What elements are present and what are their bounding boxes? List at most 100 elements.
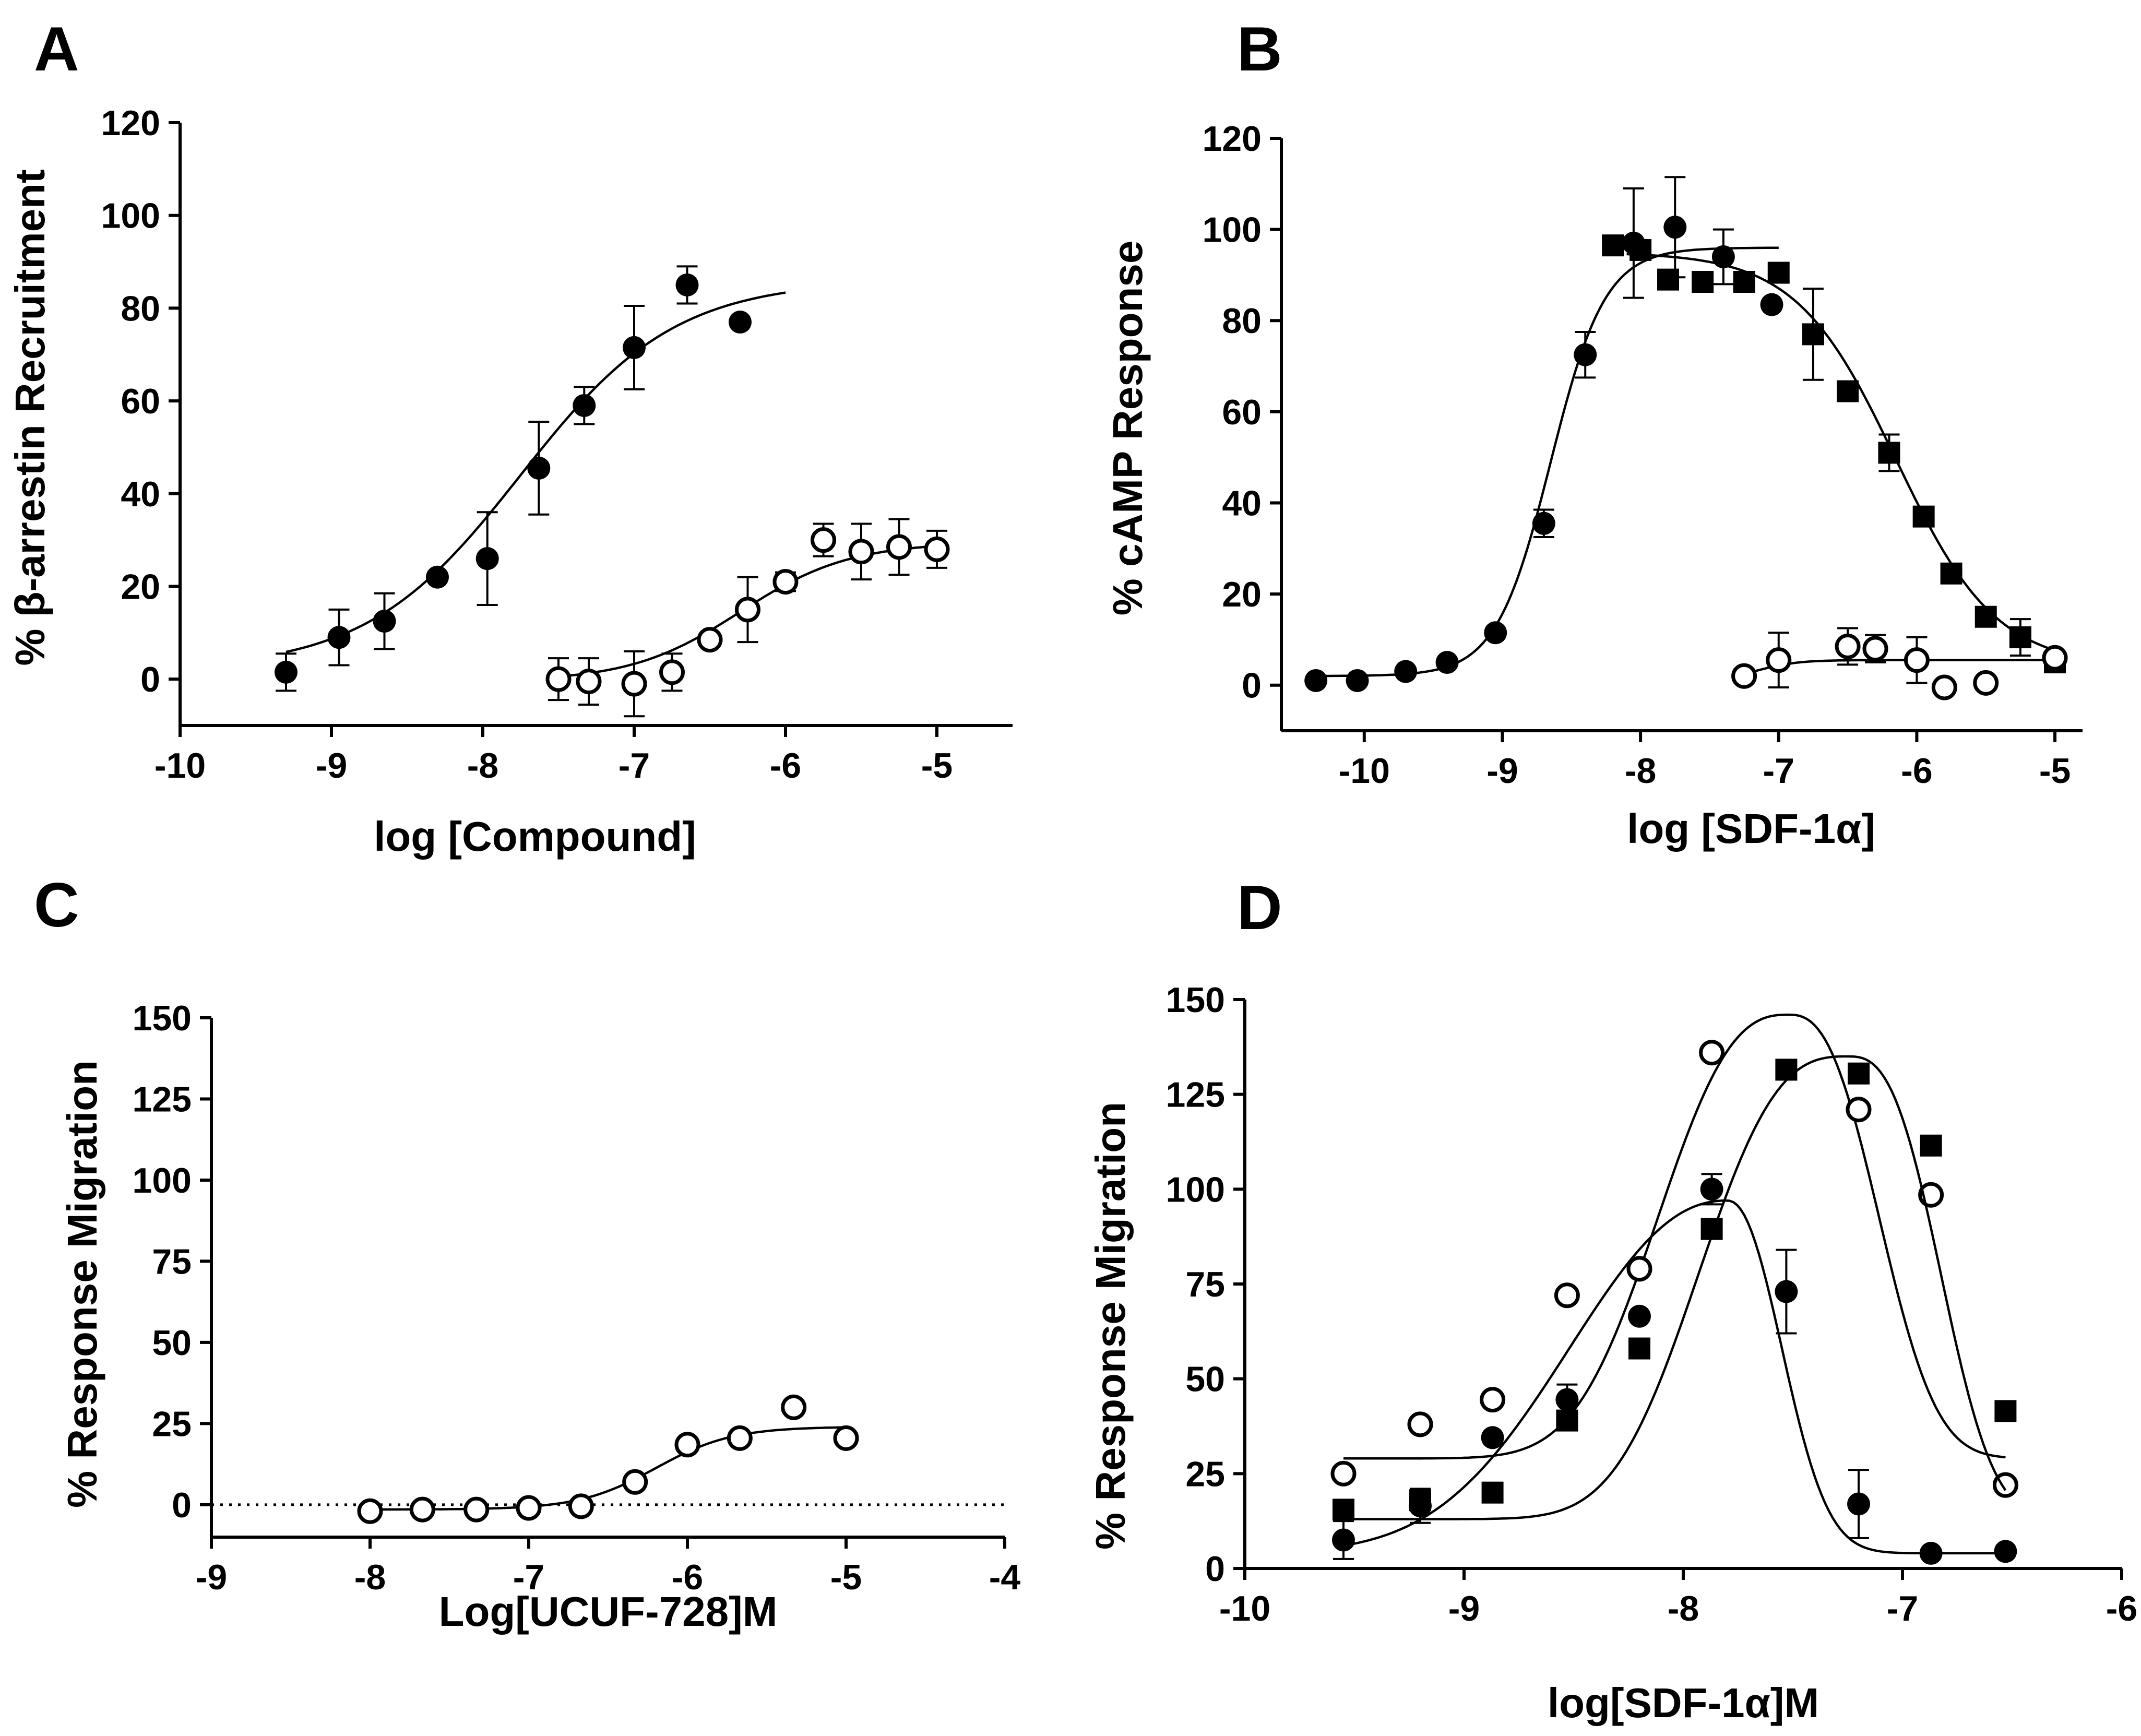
series-open-circles <box>357 1394 859 1524</box>
y-tick-label: 60 <box>121 382 160 421</box>
data-point <box>1394 660 1418 683</box>
series-open-circles <box>545 518 950 718</box>
data-point <box>621 671 647 697</box>
panel-a-letter: A <box>34 14 79 84</box>
data-point <box>463 1496 490 1523</box>
panel-d: D 0 25 50 75 100 125 150 -10 -9 -8 -7 -6 log[SDF-1α… <box>1087 873 2137 1726</box>
data-point <box>1532 512 1555 535</box>
data-point <box>1862 636 1888 662</box>
x-tick-label: -8 <box>467 746 498 786</box>
data-point <box>924 536 950 562</box>
x-tick-label: -10 <box>154 746 206 786</box>
x-tick-label: -6 <box>770 746 801 786</box>
series-filled-circles <box>275 265 786 692</box>
chart-c-y-axis-title: % Response Migration <box>59 1060 105 1508</box>
data-point <box>1837 380 1859 402</box>
data-point <box>833 1425 859 1451</box>
y-tick-label: 0 <box>1242 666 1262 706</box>
series-open-circles <box>1731 627 2068 700</box>
x-tick-label: -5 <box>921 746 953 786</box>
y-tick-label: 80 <box>1222 301 1262 341</box>
data-point <box>1994 1400 2017 1422</box>
panel-b: B 0 20 40 60 80 100 120 -10 -9 -8 -7 -6 -5 log [SDF-… <box>1104 14 2083 852</box>
panel-b-letter: B <box>1237 14 1282 84</box>
x-tick-label: -6 <box>1901 751 1932 791</box>
data-point <box>1330 1460 1357 1487</box>
x-tick-label: -7 <box>1763 751 1794 791</box>
x-tick-label: -5 <box>830 1557 862 1597</box>
chart-b-y-axis-title: % cAMP Response <box>1104 241 1151 616</box>
data-point <box>475 547 499 570</box>
data-point <box>735 597 760 623</box>
data-point <box>573 394 596 417</box>
y-tick-label: 75 <box>1185 1265 1225 1304</box>
y-tick-label: 50 <box>152 1323 192 1363</box>
data-point <box>516 1495 542 1521</box>
data-point <box>1628 1337 1650 1360</box>
y-tick-label: 40 <box>121 474 160 514</box>
data-point <box>1733 271 1755 293</box>
data-point <box>568 1493 594 1519</box>
data-point <box>1663 216 1687 239</box>
data-point <box>1904 647 1930 673</box>
data-point <box>1878 442 1900 464</box>
data-point <box>1554 1282 1580 1309</box>
y-tick-label: 120 <box>1203 119 1262 159</box>
fit-curve <box>1343 1199 2006 1555</box>
x-tick-label: -10 <box>1219 1589 1270 1628</box>
chart-a-plot: 0 20 40 60 80 100 120 -10 -9 -8 -7 -6 -5 <box>101 103 1013 786</box>
fit-curve <box>1343 1055 2007 1520</box>
data-point <box>275 660 298 684</box>
data-point <box>357 1498 383 1524</box>
data-point <box>1775 1280 1798 1303</box>
fit-curve <box>1316 246 1779 677</box>
chart-b-plot: 0 20 40 60 80 100 120 -10 -9 -8 -7 -6 -5 <box>1203 119 2083 791</box>
y-tick-label: 75 <box>152 1242 192 1281</box>
series-open-circles <box>1330 1013 2018 1498</box>
chart-d-plot: 0 25 50 75 100 125 150 -10 -9 -8 -7 -6 <box>1166 980 2138 1628</box>
fit-curve <box>1343 1013 2006 1460</box>
data-point <box>811 527 836 553</box>
data-point <box>1973 670 1999 696</box>
x-tick-label: -9 <box>1486 751 1518 791</box>
chart-b-x-axis-title: log [SDF-1α] <box>1627 805 1875 852</box>
data-point <box>1435 651 1459 674</box>
data-point <box>1407 1411 1433 1437</box>
data-point <box>1626 1256 1652 1282</box>
panel-a: A 0 20 40 60 80 100 120 -10 -9 -8 -7 -6 -5 log [Comp… <box>7 14 1013 860</box>
data-point <box>1657 268 1680 291</box>
data-point <box>1920 1134 1942 1157</box>
y-tick-label: 0 <box>172 1485 192 1525</box>
y-tick-label: 25 <box>152 1404 192 1444</box>
series-filled-circles <box>1332 1173 2017 1565</box>
y-tick-label: 80 <box>121 289 160 328</box>
y-tick-label: 50 <box>1185 1360 1225 1399</box>
chart-a-x-axis-title: log [Compound] <box>374 813 696 860</box>
data-point <box>1931 674 1957 700</box>
y-tick-label: 100 <box>1203 210 1262 250</box>
data-point <box>1700 1218 1723 1240</box>
panel-c-letter: C <box>34 870 79 940</box>
data-point <box>1692 271 1714 293</box>
data-point <box>697 627 723 653</box>
x-tick-label: -7 <box>513 1557 544 1597</box>
data-point <box>527 456 551 480</box>
data-point <box>545 666 572 692</box>
x-tick-label: -5 <box>2039 751 2071 791</box>
data-point <box>1912 505 1935 528</box>
chart-d-y-axis-title: % Response Migration <box>1087 1102 1134 1550</box>
data-point <box>1480 1387 1506 1413</box>
data-point <box>1555 1388 1579 1411</box>
x-tick-label: -6 <box>672 1557 703 1597</box>
data-point <box>1994 1540 2017 1563</box>
x-tick-label: -8 <box>1625 751 1656 791</box>
y-tick-label: 0 <box>140 660 160 699</box>
y-tick-label: 125 <box>133 1079 192 1119</box>
data-point <box>1484 621 1507 645</box>
data-point <box>1766 647 1792 673</box>
data-point <box>675 273 699 296</box>
data-point <box>1699 1040 1725 1066</box>
y-tick-label: 120 <box>101 103 160 143</box>
panel-d-letter: D <box>1237 873 1282 943</box>
